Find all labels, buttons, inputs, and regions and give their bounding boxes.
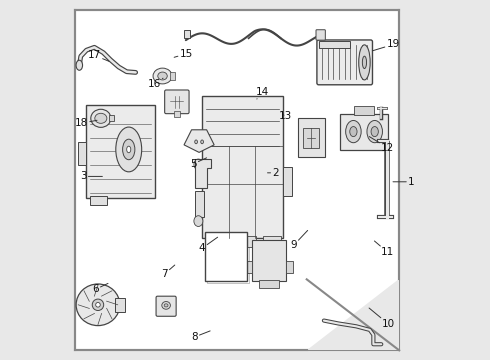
- Ellipse shape: [367, 121, 383, 143]
- Text: 5: 5: [190, 158, 207, 169]
- Bar: [202, 96, 283, 238]
- Bar: [259, 280, 279, 288]
- Text: 3: 3: [80, 171, 102, 181]
- Text: 1: 1: [393, 177, 415, 187]
- Bar: [173, 111, 180, 117]
- Text: 18: 18: [74, 118, 97, 128]
- Bar: [115, 297, 125, 312]
- Ellipse shape: [194, 159, 203, 170]
- Bar: [205, 236, 227, 247]
- Bar: [298, 118, 325, 157]
- Bar: [263, 236, 281, 247]
- Polygon shape: [196, 159, 211, 188]
- Ellipse shape: [363, 56, 367, 68]
- Ellipse shape: [201, 140, 203, 144]
- Text: 10: 10: [369, 308, 395, 329]
- Bar: [207, 233, 249, 283]
- Text: 4: 4: [199, 237, 218, 253]
- Ellipse shape: [127, 146, 131, 153]
- Ellipse shape: [76, 60, 82, 70]
- Bar: [340, 114, 388, 149]
- Ellipse shape: [76, 284, 120, 325]
- FancyBboxPatch shape: [317, 40, 372, 85]
- Ellipse shape: [91, 109, 111, 127]
- Ellipse shape: [359, 45, 370, 80]
- Ellipse shape: [350, 127, 357, 136]
- Ellipse shape: [195, 140, 197, 144]
- Bar: [87, 105, 155, 198]
- Ellipse shape: [345, 121, 361, 143]
- Ellipse shape: [164, 304, 168, 307]
- Ellipse shape: [96, 302, 100, 307]
- Ellipse shape: [158, 72, 167, 80]
- Bar: [354, 107, 374, 116]
- Text: 19: 19: [372, 40, 400, 51]
- Bar: [184, 31, 191, 39]
- Text: 2: 2: [268, 168, 279, 178]
- Bar: [303, 128, 319, 148]
- Ellipse shape: [162, 301, 171, 309]
- Text: 16: 16: [147, 78, 163, 89]
- Text: 13: 13: [278, 111, 292, 121]
- Text: 8: 8: [191, 331, 210, 342]
- Bar: [77, 142, 87, 165]
- Text: 14: 14: [256, 87, 270, 99]
- Bar: [170, 72, 175, 80]
- Polygon shape: [307, 279, 399, 350]
- Text: 9: 9: [291, 230, 308, 250]
- Text: 12: 12: [369, 136, 394, 153]
- Ellipse shape: [371, 127, 378, 136]
- Text: 6: 6: [92, 283, 108, 294]
- Ellipse shape: [122, 139, 135, 160]
- Ellipse shape: [92, 299, 104, 311]
- Bar: [283, 167, 292, 195]
- Text: 11: 11: [374, 241, 394, 257]
- FancyBboxPatch shape: [165, 90, 189, 114]
- Bar: [245, 261, 252, 273]
- Bar: [109, 115, 114, 121]
- Bar: [318, 41, 350, 48]
- Text: 7: 7: [161, 265, 175, 279]
- Bar: [205, 231, 247, 281]
- Bar: [234, 236, 256, 247]
- Ellipse shape: [95, 113, 107, 123]
- Bar: [90, 196, 107, 205]
- Bar: [252, 240, 286, 281]
- Text: 17: 17: [88, 50, 109, 61]
- Ellipse shape: [194, 216, 203, 226]
- FancyBboxPatch shape: [316, 30, 325, 40]
- Ellipse shape: [153, 68, 172, 84]
- Text: 15: 15: [174, 49, 193, 59]
- Polygon shape: [184, 130, 214, 152]
- Bar: [195, 192, 204, 217]
- Ellipse shape: [116, 127, 142, 172]
- Bar: [286, 261, 294, 273]
- FancyBboxPatch shape: [156, 296, 176, 316]
